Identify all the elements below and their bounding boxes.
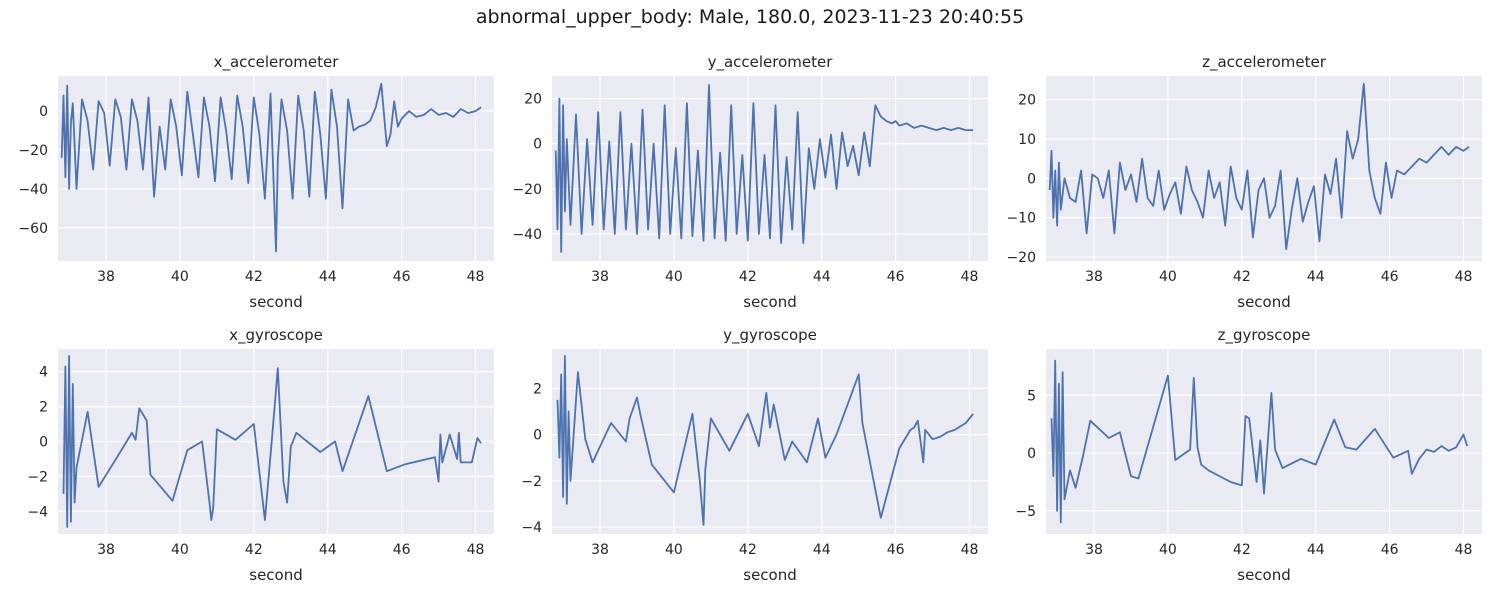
x-axis-label: second — [1237, 566, 1291, 584]
subplot-title: y_accelerometer — [708, 53, 834, 72]
y-tick-label: −10 — [1006, 211, 1036, 227]
y-tick-label: −60 — [18, 221, 48, 237]
x-tick-label: 46 — [393, 269, 411, 285]
y-tick-label: −2 — [521, 474, 542, 490]
x-tick-label: 44 — [813, 542, 831, 558]
x-tick-label: 38 — [97, 542, 115, 558]
x-tick-label: 44 — [1307, 269, 1325, 285]
subplot-title: y_gyroscope — [723, 326, 817, 345]
subplot-title: x_accelerometer — [214, 53, 340, 72]
plot-area — [1046, 349, 1482, 534]
x-tick-label: 42 — [245, 542, 263, 558]
x-axis-label: second — [249, 566, 303, 584]
x-tick-label: 42 — [1233, 542, 1251, 558]
y-tick-label: −20 — [1006, 250, 1036, 266]
series-line — [554, 84, 974, 253]
x-tick-label: 46 — [887, 542, 905, 558]
y-tick-label: 0 — [1027, 171, 1036, 187]
x-tick-label: 48 — [1455, 269, 1473, 285]
y-tick-label: 2 — [533, 381, 542, 397]
series-line — [62, 355, 482, 528]
y-tick-label: 0 — [533, 428, 542, 444]
subplot-y_accelerometer: 38 40 42 44 46 48 −40 −20 0 20 y_accelerometerseco… — [512, 53, 988, 311]
subplot-title: z_accelerometer — [1202, 53, 1327, 72]
series-line — [556, 354, 974, 526]
x-tick-label: 48 — [467, 269, 485, 285]
y-tick-label: −2 — [27, 469, 48, 485]
x-tick-label: 46 — [1381, 269, 1399, 285]
subplot-title: x_gyroscope — [229, 326, 323, 345]
subplot-z_accelerometer: 38 40 42 44 46 48 −20 −10 0 10 20 z_accelerometerse… — [1006, 53, 1482, 311]
x-tick-label: 40 — [171, 542, 189, 558]
x-tick-label: 44 — [319, 542, 337, 558]
y-tick-label: 20 — [524, 92, 542, 108]
x-axis-label: second — [743, 293, 797, 311]
subplot-x_accelerometer: 38 40 42 44 46 48 −60 −40 −20 0 x_accelerometersec… — [18, 53, 494, 311]
y-tick-label: 10 — [1018, 132, 1036, 148]
x-tick-label: 38 — [1085, 542, 1103, 558]
x-tick-label: 44 — [319, 269, 337, 285]
y-tick-label: 0 — [1027, 446, 1036, 462]
y-tick-label: 4 — [39, 365, 48, 381]
x-axis-label: second — [1237, 293, 1291, 311]
x-axis-label: second — [249, 293, 303, 311]
subplot-title: z_gyroscope — [1218, 326, 1311, 345]
y-tick-label: 0 — [533, 137, 542, 153]
x-tick-label: 48 — [961, 542, 979, 558]
x-tick-label: 46 — [393, 542, 411, 558]
y-tick-label: −5 — [1015, 504, 1036, 520]
y-tick-label: −40 — [512, 227, 542, 243]
y-tick-label: 20 — [1018, 93, 1036, 109]
x-tick-label: 46 — [1381, 542, 1399, 558]
series-line — [1048, 83, 1470, 251]
y-tick-label: −40 — [18, 182, 48, 198]
x-tick-label: 48 — [1455, 542, 1473, 558]
x-tick-label: 42 — [245, 269, 263, 285]
x-tick-label: 48 — [467, 542, 485, 558]
x-tick-label: 46 — [887, 269, 905, 285]
y-tick-label: −4 — [27, 504, 48, 520]
x-tick-label: 40 — [1159, 269, 1177, 285]
plot-area — [1046, 76, 1482, 261]
x-tick-label: 42 — [1233, 269, 1251, 285]
x-axis-label: second — [743, 566, 797, 584]
y-tick-label: 2 — [39, 400, 48, 416]
series-line — [1050, 359, 1469, 524]
x-tick-label: 42 — [739, 542, 757, 558]
x-tick-label: 38 — [97, 269, 115, 285]
x-tick-label: 38 — [591, 269, 609, 285]
y-tick-label: −20 — [18, 143, 48, 159]
figure-title: abnormal_upper_body: Male, 180.0, 2023-1… — [475, 6, 1025, 28]
y-tick-label: 0 — [39, 435, 48, 451]
x-tick-label: 44 — [1307, 542, 1325, 558]
y-tick-label: −4 — [521, 520, 542, 536]
x-tick-label: 40 — [1159, 542, 1177, 558]
x-tick-label: 40 — [665, 542, 683, 558]
x-tick-label: 48 — [961, 269, 979, 285]
x-tick-label: 40 — [665, 269, 683, 285]
x-tick-label: 38 — [591, 542, 609, 558]
y-tick-label: 0 — [39, 104, 48, 120]
series-line — [60, 82, 482, 253]
y-tick-label: −20 — [512, 182, 542, 198]
y-tick-label: 5 — [1027, 388, 1036, 404]
x-tick-label: 42 — [739, 269, 757, 285]
x-tick-label: 40 — [171, 269, 189, 285]
x-tick-label: 38 — [1085, 269, 1103, 285]
plot-area — [552, 349, 988, 534]
x-tick-label: 44 — [813, 269, 831, 285]
